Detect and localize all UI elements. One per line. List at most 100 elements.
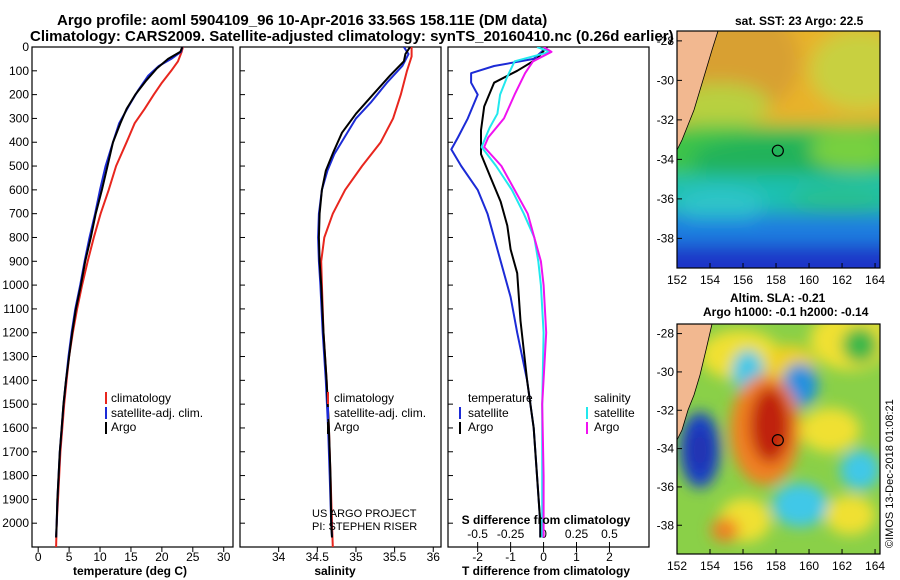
temperature-legend: climatology satellite-adj. clim. Argo [105, 391, 203, 434]
watermark: ©IMOS 13-Dec-2018 01:08:21 [884, 399, 896, 548]
lon-tick-label: 160 [799, 273, 819, 287]
legend-satellite-label: satellite [468, 406, 509, 420]
depth-tick-label: 1500 [2, 397, 29, 411]
lat-tick-label: -30 [657, 365, 675, 379]
lon-tick-label: 164 [865, 273, 885, 287]
sla-map-subtitle: Argo h1000: -0.1 h2000: -0.14 [703, 305, 869, 319]
series-satellite-adj-clim- [317, 47, 410, 538]
lon-tick-label: 162 [832, 273, 852, 287]
credit-pi: PI: STEPHEN RISER [312, 521, 417, 533]
salinity-x-label: salinity [314, 564, 356, 578]
x-tick-label: 34.5 [306, 550, 330, 564]
legend-satellite-label: satellite-adj. clim. [334, 406, 426, 420]
depth-tick-label: 800 [9, 230, 29, 244]
depth-tick-label: 700 [9, 207, 29, 221]
credit-project: US ARGO PROJECT [312, 508, 417, 520]
depth-tick-label: 1600 [2, 421, 29, 435]
legend-climatology-label: climatology [334, 391, 394, 405]
x-tick-label: 34 [272, 550, 286, 564]
lon-tick-label: 162 [832, 559, 852, 573]
lon-tick-label: 164 [865, 559, 885, 573]
legend-argo-label: Argo [111, 420, 137, 434]
x-tick-label: 20 [155, 550, 169, 564]
series-satellite-adj-clim- [55, 47, 184, 538]
sla-argo-location-marker [771, 434, 784, 447]
x-tick-label: 35.5 [383, 550, 407, 564]
x-tick-label: 10 [93, 550, 107, 564]
lon-tick-label: 154 [700, 273, 720, 287]
depth-tick-label: 1000 [2, 278, 29, 292]
x-tick-label: 0.25 [565, 527, 589, 541]
lon-tick-label: 152 [667, 559, 687, 573]
temperature-x-label: temperature (deg C) [73, 564, 187, 578]
temperature-plot-frame [31, 46, 234, 548]
difference-depth-ticks [448, 46, 453, 524]
depth-tick-label: 200 [9, 88, 29, 102]
lat-tick-label: -34 [657, 442, 675, 456]
sla-map-panel: Altim. SLA: -0.21 Argo h1000: -0.1 h2000… [657, 291, 886, 573]
lon-tick-label: 154 [700, 559, 720, 573]
lat-tick-label: -32 [657, 403, 675, 417]
x-tick-label: -0.25 [497, 527, 525, 541]
legend-temperature-heading: temperature [468, 391, 533, 405]
depth-tick-label: 2000 [2, 516, 29, 530]
sst-map-frame [676, 30, 881, 269]
difference-profiles [450, 47, 553, 538]
depth-tick-label: 1300 [2, 350, 29, 364]
lat-tick-label: -28 [657, 34, 675, 48]
temperature-x-axis: 0 5 10 15 20 25 30 [35, 547, 231, 564]
x-tick-label: 36 [427, 550, 441, 564]
temperature-panel: 0100200300400500600700800900100011001200… [2, 40, 234, 578]
series-temperature-argo [480, 47, 548, 538]
legend-salinity-heading: salinity [594, 391, 631, 405]
salinity-plot-frame [239, 46, 442, 548]
x-tick-label: 25 [186, 550, 200, 564]
legend-sat-salinity-label: satellite [594, 406, 635, 420]
sst-map-panel: sat. SST: 23 Argo: 22.5 152 154 156 158 160 1… [657, 14, 886, 287]
depth-tick-label: 1900 [2, 492, 29, 506]
x-tick-label: 2 [606, 550, 613, 564]
difference-salinity-legend: salinity satellite Argo [586, 391, 635, 434]
depth-tick-label: 900 [9, 254, 29, 268]
lat-tick-label: -36 [657, 192, 675, 206]
x-tick-label: 0 [540, 550, 547, 564]
sla-map-field [677, 324, 880, 554]
legend-climatology-label: climatology [111, 391, 171, 405]
series-temperature-satellite [450, 47, 548, 538]
x-tick-label: 30 [217, 550, 231, 564]
depth-tick-label: 0 [22, 40, 29, 54]
x-tick-label: 15 [124, 550, 138, 564]
x-tick-label: 0 [35, 550, 42, 564]
depth-tick-label: 100 [9, 64, 29, 78]
difference-plot-frame [447, 46, 650, 548]
difference-x-label: T difference from climatology [462, 564, 630, 578]
depth-tick-label: 1100 [3, 302, 29, 316]
legend-argo-label: Argo [334, 420, 360, 434]
series-climatology [320, 47, 413, 547]
sla-map-frame [676, 323, 881, 555]
legend-satellite-label: satellite-adj. clim. [111, 406, 203, 420]
salinity-depth-ticks [240, 46, 245, 524]
depth-tick-label: 300 [9, 111, 29, 125]
x-tick-label: -2 [472, 550, 483, 564]
depth-tick-label: 1800 [2, 469, 29, 483]
lon-tick-label: 160 [799, 559, 819, 573]
salinity-panel: 34 34.5 35 35.5 36 salinity climatology sate… [239, 46, 442, 578]
x-tick-label: -0.5 [467, 527, 488, 541]
depth-tick-label: 500 [9, 159, 29, 173]
depth-tick-label: 600 [9, 183, 29, 197]
temperature-profiles [55, 47, 184, 547]
series-salinity-satellite [480, 47, 552, 538]
lon-tick-label: 156 [733, 273, 753, 287]
difference-top-label: S difference from climatology [462, 513, 631, 527]
depth-tick-label: 1400 [2, 373, 29, 387]
salinity-legend: climatology satellite-adj. clim. Argo [327, 391, 426, 434]
lon-tick-label: 158 [766, 559, 786, 573]
title-line-1: Argo profile: aoml 5904109_96 10-Apr-201… [57, 12, 547, 29]
lat-tick-label: -34 [657, 152, 675, 166]
x-tick-label: 0.5 [601, 527, 618, 541]
lat-tick-label: -28 [657, 327, 675, 341]
x-tick-label: 35 [349, 550, 363, 564]
depth-tick-label: 1200 [2, 326, 29, 340]
